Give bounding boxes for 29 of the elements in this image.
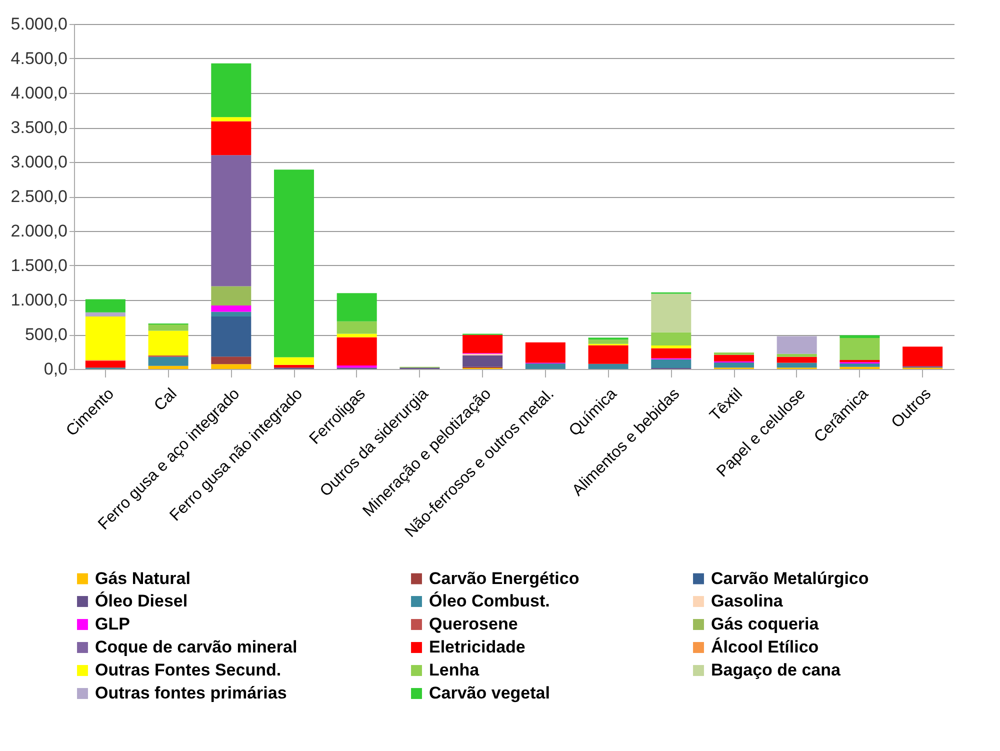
legend-label: Gasolina xyxy=(711,592,784,610)
legend-label: Eletricidade xyxy=(429,638,526,656)
legend-label: Carvão Energético xyxy=(429,568,580,588)
x-tick-label: Cal xyxy=(151,386,180,414)
y-tick-label: 4.500,0 xyxy=(10,49,68,68)
y-tick-label: 1.500,0 xyxy=(10,256,68,275)
legend-label: Outras fontes primárias xyxy=(95,684,287,702)
y-tick-label: 2.500,0 xyxy=(10,187,68,206)
legend-label: Lenha xyxy=(429,660,480,680)
y-tick-label: 1.000,0 xyxy=(10,290,68,310)
legend-label: Carvão Metalúrgico xyxy=(711,568,869,588)
legend-label: Carvão vegetal xyxy=(429,684,550,702)
y-tick-label: 500,0 xyxy=(24,325,68,344)
y-tick-label: 0,0 xyxy=(44,360,68,378)
legend-label: Gás Natural xyxy=(95,568,190,588)
y-tick-label: 3.000,0 xyxy=(10,152,68,172)
legend-label: Querosene xyxy=(429,614,518,634)
legend-label: Óleo Combust. xyxy=(429,590,550,610)
legend-label: Bagaço de cana xyxy=(711,660,841,680)
y-tick-label: 3.500,0 xyxy=(10,118,68,137)
legend-label: Coque de carvão mineral xyxy=(95,638,298,656)
legend-label: Álcool Etílico xyxy=(711,636,819,656)
legend-label: GLP xyxy=(95,614,130,634)
legend-label: Gás coqueria xyxy=(711,614,820,634)
legend-label: Outras Fontes Secund. xyxy=(95,660,282,680)
legend-label: Óleo Diesel xyxy=(95,590,188,610)
y-tick-label: 5.000,0 xyxy=(10,14,68,34)
y-tick-label: 4.000,0 xyxy=(10,84,68,102)
y-tick-label: 2.000,0 xyxy=(10,222,68,240)
